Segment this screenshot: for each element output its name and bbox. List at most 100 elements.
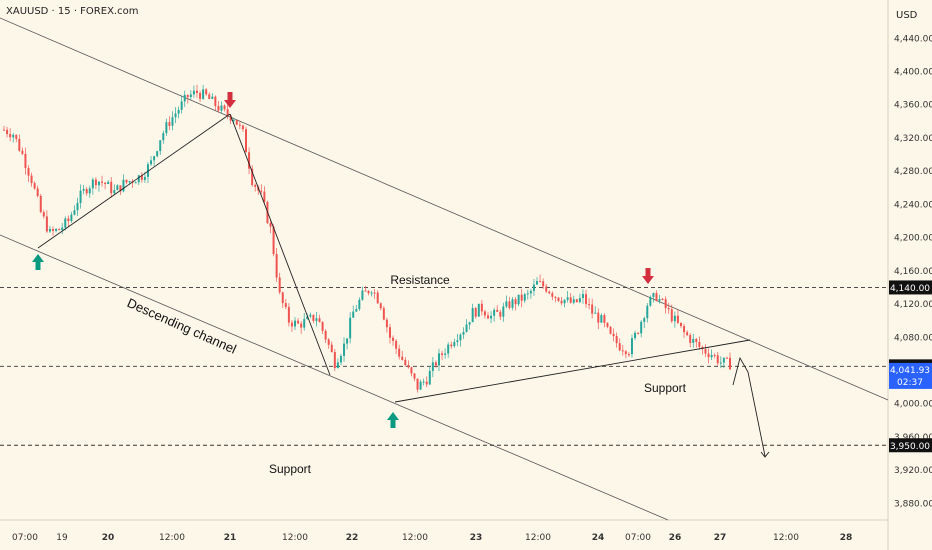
candle-body <box>609 326 612 334</box>
candle-body <box>670 309 673 322</box>
candle-body <box>168 122 171 126</box>
currency-label: USD <box>896 10 918 21</box>
candle-body <box>425 381 428 385</box>
symbol-title: XAUUSD · 15 · FOREX.com <box>6 6 139 17</box>
candle-body <box>327 339 330 345</box>
candle-body <box>42 212 45 217</box>
candle-body <box>199 92 202 99</box>
support-low-label: Support <box>269 462 312 476</box>
candle-body <box>520 294 523 301</box>
candle-body <box>248 152 251 169</box>
candle-body <box>493 309 496 316</box>
candle-body <box>61 227 64 230</box>
candle-body <box>673 315 676 322</box>
candle-body <box>58 228 61 230</box>
candle-body <box>615 336 618 344</box>
candle-body <box>315 318 318 321</box>
candle-body <box>269 223 272 227</box>
candle-body <box>192 90 195 95</box>
candle-body <box>652 293 655 297</box>
candle-body <box>419 381 422 390</box>
candle-body <box>630 338 633 355</box>
candle-body <box>428 370 431 385</box>
candle-body <box>214 96 217 107</box>
candle-body <box>110 181 113 194</box>
candle-body <box>67 218 70 222</box>
candle-body <box>88 188 91 194</box>
candle-body <box>113 190 116 194</box>
candle-body <box>297 320 300 324</box>
candle-body <box>679 322 682 327</box>
candle-body <box>70 214 73 222</box>
candle-body <box>64 218 67 228</box>
x-tick-label: 07:00 <box>12 533 38 543</box>
projection-path <box>732 356 766 457</box>
candle-body <box>21 150 24 154</box>
candle-body <box>388 327 391 338</box>
candle-body <box>508 301 511 308</box>
resistance-label: Resistance <box>390 273 450 287</box>
candle-body <box>514 299 517 305</box>
candle-body <box>376 292 379 304</box>
candle-body <box>477 303 480 317</box>
candle-body <box>618 343 621 351</box>
x-tick-label: 12:00 <box>159 533 185 543</box>
candle-body <box>704 348 707 354</box>
up-arrow-icon <box>387 412 399 428</box>
candle-body <box>643 318 646 322</box>
x-tick-label: 26 <box>669 533 682 543</box>
candle-body <box>462 332 465 335</box>
candle-body <box>140 175 143 180</box>
candle-body <box>483 311 486 316</box>
support-mid-label: Support <box>644 381 687 395</box>
y-tick-label: 3,920.00 <box>894 466 932 476</box>
candle-body <box>15 134 18 139</box>
candle-body <box>603 315 606 323</box>
candle-body <box>624 351 627 355</box>
candle-body <box>591 304 594 314</box>
candle-body <box>572 299 575 303</box>
candle-body <box>578 298 581 303</box>
candle-body <box>416 378 419 390</box>
candle-body <box>36 188 39 196</box>
candle-body <box>437 353 440 366</box>
drop-trendline <box>229 113 331 376</box>
candle-body <box>355 309 358 312</box>
candle-body <box>159 140 162 152</box>
candle-body <box>122 179 125 192</box>
y-tick-label: 4,440.00 <box>894 34 932 44</box>
candle-body <box>468 322 471 325</box>
candle-body <box>710 355 713 358</box>
channel-lower-line <box>0 234 669 521</box>
candle-body <box>529 290 532 294</box>
candle-body <box>156 151 159 157</box>
x-tick-label: 12:00 <box>525 533 551 543</box>
candle-body <box>174 113 177 118</box>
x-tick-label: 12:00 <box>773 533 799 543</box>
candle-body <box>349 317 352 339</box>
candle-body <box>18 138 21 151</box>
candle-body <box>45 216 48 232</box>
y-tick-label: 4,360.00 <box>894 101 932 111</box>
candle-body <box>324 330 327 340</box>
candle-body <box>91 179 94 189</box>
candle-body <box>649 296 652 306</box>
candle-body <box>373 292 376 294</box>
candle-body <box>300 323 303 328</box>
level-badge-label: 3,950.00 <box>890 442 930 452</box>
candle-body <box>606 322 609 327</box>
candle-body <box>542 281 545 287</box>
candle-body <box>502 306 505 317</box>
candle-body <box>263 191 266 202</box>
candle-body <box>634 332 637 339</box>
current-price-label: 4,041.93 <box>890 366 930 376</box>
candle-body <box>309 314 312 317</box>
candle-body <box>306 316 309 320</box>
y-tick-label: 4,080.00 <box>894 333 932 343</box>
candle-body <box>490 315 493 319</box>
candle-body <box>560 300 563 304</box>
y-tick-label: 4,000.00 <box>894 400 932 410</box>
candle-body <box>171 117 174 126</box>
candle-body <box>217 106 220 111</box>
